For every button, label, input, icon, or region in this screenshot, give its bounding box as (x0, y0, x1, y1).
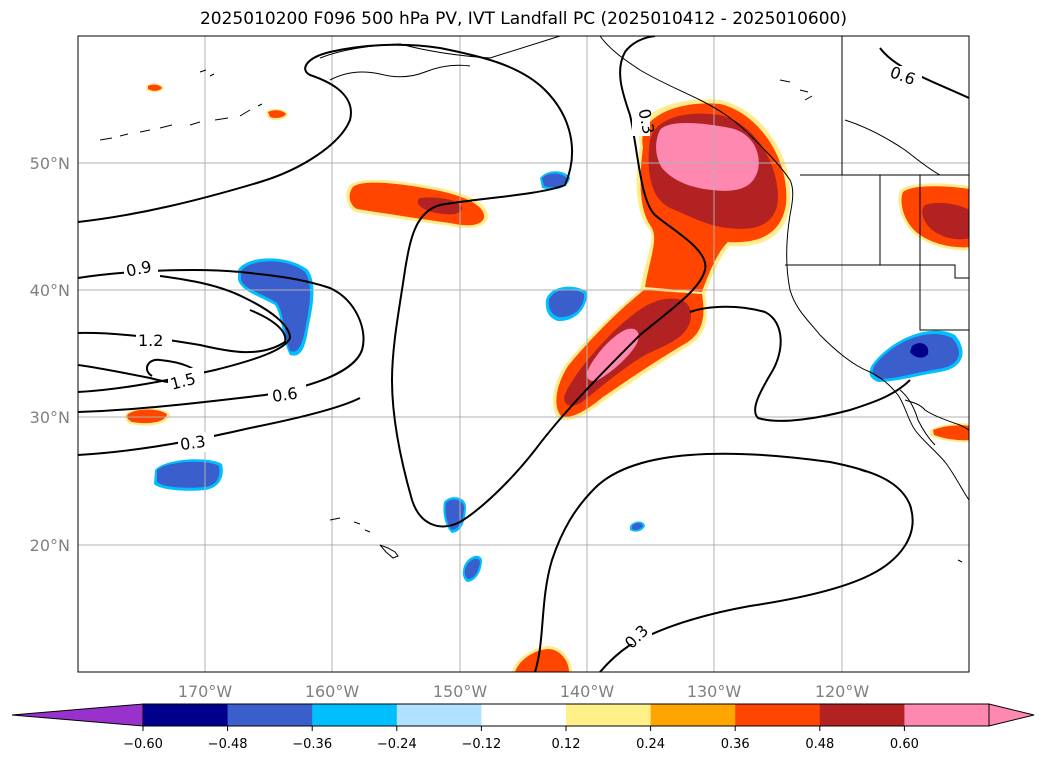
colorbar-segment (735, 704, 821, 726)
positive-anomaly-fill (124, 83, 969, 672)
contour-label: 0.3 (179, 432, 207, 454)
lat-label: 40°N (30, 281, 70, 300)
contour-label: 0.6 (271, 384, 299, 406)
colorbar-tick-label: 0.36 (721, 737, 750, 752)
pv-contours (78, 36, 969, 672)
plot-frame (77, 35, 970, 673)
colorbar-extend-max (988, 703, 1035, 727)
contour-label-backdrops (124, 66, 922, 644)
colorbar-segment (312, 704, 398, 726)
colorbar-tick-label: −0.12 (461, 737, 501, 752)
lon-label: 160°W (305, 682, 360, 701)
latitude-labels: 50°N 40°N 30°N 20°N (30, 154, 70, 555)
colorbar-segment (566, 704, 652, 726)
colorbar-tick-label: −0.48 (208, 737, 248, 752)
lon-label: 150°W (433, 682, 488, 701)
colorbar: −0.60 −0.48 −0.36 −0.24 −0.12 0.12 0.24 … (11, 703, 1035, 752)
contour-labels: 0.6 0.3 0.9 1.2 1.5 0.6 0.3 0.3 (124, 62, 917, 652)
lat-label: 50°N (30, 154, 70, 173)
colorbar-segment (650, 704, 736, 726)
colorbar-tick-label: 0.60 (890, 737, 919, 752)
colorbar-tick-label: −0.24 (377, 737, 417, 752)
colorbar-tick-label: 0.24 (636, 737, 665, 752)
lon-label: 140°W (560, 682, 615, 701)
lon-label: 120°W (815, 682, 870, 701)
contour-label: 0.9 (124, 257, 153, 281)
colorbar-tick-label: 0.12 (552, 737, 581, 752)
colorbar-tick-label: 0.48 (805, 737, 834, 752)
colorbar-tick-label: −0.36 (292, 737, 332, 752)
contour-label: 0.3 (634, 107, 658, 136)
colorbar-segment (819, 704, 905, 726)
longitude-labels: 170°W 160°W 150°W 140°W 130°W 120°W (178, 682, 870, 701)
plot-area (78, 36, 969, 672)
colorbar-segment (904, 704, 990, 726)
colorbar-segment (143, 704, 229, 726)
lat-label: 30°N (30, 408, 70, 427)
lon-label: 170°W (178, 682, 233, 701)
colorbar-tick-label: −0.60 (123, 737, 163, 752)
colorbar-segment (227, 704, 313, 726)
colorbar-segment (396, 704, 482, 726)
colorbar-segments (11, 703, 1035, 731)
colorbar-ticks: −0.60 −0.48 −0.36 −0.24 −0.12 0.12 0.24 … (123, 737, 919, 752)
lon-label: 130°W (687, 682, 742, 701)
colorbar-extend-min (11, 703, 144, 727)
map-title: 2025010200 F096 500 hPa PV, IVT Landfall… (199, 9, 847, 29)
colorbar-segment (481, 704, 567, 726)
lat-label: 20°N (30, 536, 70, 555)
contour-label: 1.2 (138, 331, 163, 350)
